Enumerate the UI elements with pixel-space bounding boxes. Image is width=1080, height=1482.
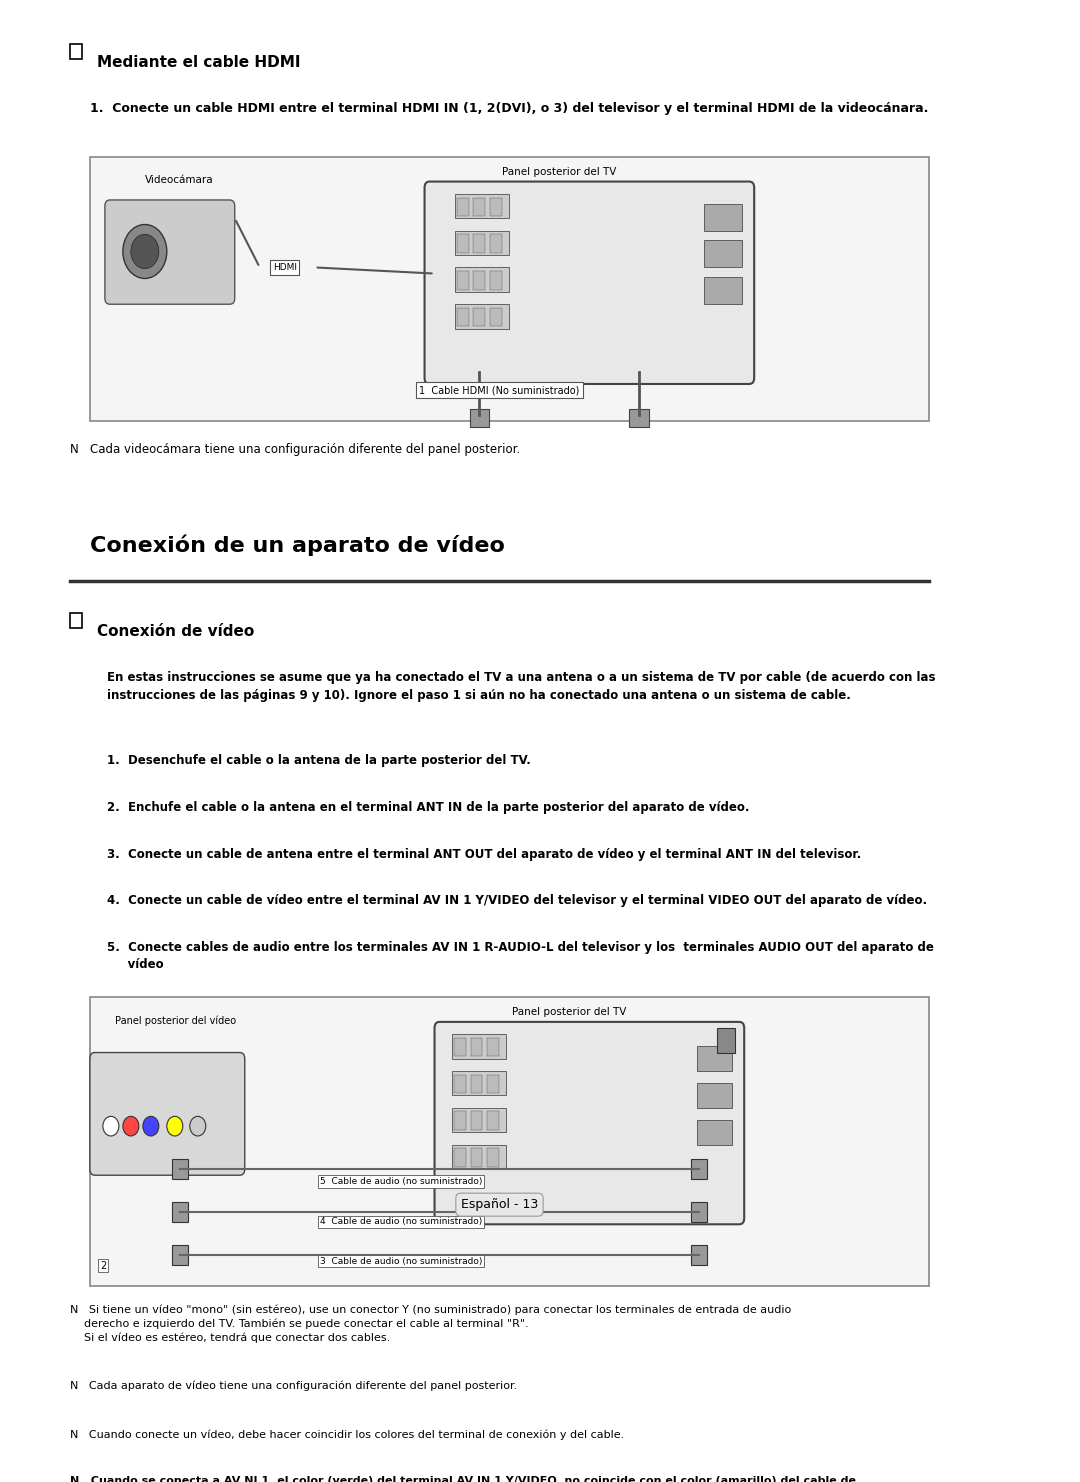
- Text: Conexión de vídeo: Conexión de vídeo: [97, 624, 254, 639]
- Bar: [454, 1037, 465, 1057]
- Bar: [490, 234, 502, 253]
- Bar: [70, 614, 82, 628]
- Circle shape: [123, 224, 166, 279]
- Text: N   Cuando se conecta a AV NI 1, el color (verde) del terminal AV IN 1 Y/VIDEO  : N Cuando se conecta a AV NI 1, el color …: [70, 1476, 856, 1482]
- Bar: [698, 1083, 732, 1107]
- Bar: [490, 197, 502, 216]
- FancyBboxPatch shape: [90, 1052, 245, 1175]
- Bar: [470, 409, 489, 427]
- Text: En estas instrucciones se asume que ya ha conectado el TV a una antena o a un si: En estas instrucciones se asume que ya h…: [107, 671, 935, 702]
- Bar: [698, 1120, 732, 1144]
- Text: 1.  Desenchufe el cable o la antena de la parte posterior del TV.: 1. Desenchufe el cable o la antena de la…: [107, 754, 530, 768]
- FancyBboxPatch shape: [424, 182, 754, 384]
- Text: Videocámara: Videocámara: [145, 175, 214, 185]
- Bar: [451, 1034, 507, 1058]
- Bar: [698, 1046, 732, 1071]
- Bar: [454, 1149, 465, 1166]
- Text: N   Cuando conecte un vídeo, debe hacer coincidir los colores del terminal de co: N Cuando conecte un vídeo, debe hacer co…: [70, 1429, 624, 1439]
- Text: Panel posterior del TV: Panel posterior del TV: [502, 167, 617, 176]
- Bar: [457, 197, 469, 216]
- Bar: [473, 234, 486, 253]
- Circle shape: [123, 1116, 139, 1137]
- Bar: [691, 1202, 707, 1221]
- Bar: [704, 203, 742, 231]
- Bar: [451, 1144, 507, 1169]
- Text: 1.  Conecte un cable HDMI entre el terminal HDMI IN (1, 2(DVI), o 3) del televis: 1. Conecte un cable HDMI entre el termin…: [90, 102, 929, 114]
- Bar: [691, 1245, 707, 1264]
- Circle shape: [103, 1116, 119, 1137]
- Text: HDMI: HDMI: [272, 262, 297, 271]
- FancyBboxPatch shape: [90, 997, 929, 1285]
- Circle shape: [190, 1116, 206, 1137]
- Bar: [172, 1159, 188, 1178]
- Bar: [172, 1245, 188, 1264]
- Bar: [455, 267, 510, 292]
- Bar: [471, 1112, 483, 1129]
- Circle shape: [143, 1116, 159, 1137]
- Bar: [487, 1037, 499, 1057]
- Text: Panel posterior del TV: Panel posterior del TV: [512, 1008, 626, 1017]
- Text: Panel posterior del vídeo: Panel posterior del vídeo: [114, 1015, 237, 1026]
- Bar: [471, 1074, 483, 1094]
- Bar: [455, 194, 510, 218]
- Text: 5.  Conecte cables de audio entre los terminales AV IN 1 R-AUDIO-L del televisor: 5. Conecte cables de audio entre los ter…: [107, 941, 934, 971]
- Text: Conexión de un aparato de vídeo: Conexión de un aparato de vídeo: [90, 535, 504, 556]
- Bar: [487, 1112, 499, 1129]
- Text: Español - 13: Español - 13: [461, 1197, 538, 1211]
- Bar: [172, 1202, 188, 1221]
- Bar: [473, 271, 486, 289]
- Bar: [490, 271, 502, 289]
- Bar: [454, 1074, 465, 1094]
- Bar: [457, 308, 469, 326]
- Bar: [704, 277, 742, 304]
- Text: 2.  Enchufe el cable o la antena en el terminal ANT IN de la parte posterior del: 2. Enchufe el cable o la antena en el te…: [107, 802, 750, 814]
- Text: 4.  Conecte un cable de vídeo entre el terminal AV IN 1 Y/VIDEO del televisor y : 4. Conecte un cable de vídeo entre el te…: [107, 894, 927, 907]
- Bar: [630, 409, 649, 427]
- Bar: [691, 1159, 707, 1178]
- Text: 3  Cable de audio (no suministrado): 3 Cable de audio (no suministrado): [320, 1257, 482, 1266]
- Text: 1  Cable HDMI (No suministrado): 1 Cable HDMI (No suministrado): [419, 385, 580, 396]
- Bar: [717, 1029, 735, 1052]
- FancyBboxPatch shape: [105, 200, 234, 304]
- Bar: [490, 308, 502, 326]
- Bar: [457, 271, 469, 289]
- Text: 3.  Conecte un cable de antena entre el terminal ANT OUT del aparato de vídeo y : 3. Conecte un cable de antena entre el t…: [107, 848, 861, 861]
- Circle shape: [166, 1116, 183, 1137]
- FancyBboxPatch shape: [434, 1023, 744, 1224]
- Bar: [455, 231, 510, 255]
- Bar: [455, 304, 510, 329]
- Bar: [487, 1074, 499, 1094]
- Text: N   Cada aparato de vídeo tiene una configuración diferente del panel posterior.: N Cada aparato de vídeo tiene una config…: [70, 1380, 517, 1390]
- Circle shape: [131, 234, 159, 268]
- Bar: [704, 240, 742, 267]
- Bar: [70, 44, 82, 59]
- Text: Mediante el cable HDMI: Mediante el cable HDMI: [97, 55, 300, 70]
- Bar: [471, 1149, 483, 1166]
- Bar: [473, 197, 486, 216]
- Bar: [451, 1107, 507, 1132]
- FancyBboxPatch shape: [90, 157, 929, 421]
- Bar: [451, 1071, 507, 1095]
- Text: 2: 2: [99, 1261, 106, 1272]
- Bar: [473, 308, 486, 326]
- Bar: [457, 234, 469, 253]
- Text: 4  Cable de audio (no suministrado): 4 Cable de audio (no suministrado): [320, 1217, 482, 1226]
- Bar: [471, 1037, 483, 1057]
- Text: N   Si tiene un vídeo "mono" (sin estéreo), use un conector Y (no suministrado) : N Si tiene un vídeo "mono" (sin estéreo)…: [70, 1304, 792, 1343]
- Text: N   Cada videocámara tiene una configuración diferente del panel posterior.: N Cada videocámara tiene una configuraci…: [70, 443, 521, 456]
- Bar: [454, 1112, 465, 1129]
- Bar: [487, 1149, 499, 1166]
- Text: 5  Cable de audio (no suministrado): 5 Cable de audio (no suministrado): [320, 1177, 482, 1186]
